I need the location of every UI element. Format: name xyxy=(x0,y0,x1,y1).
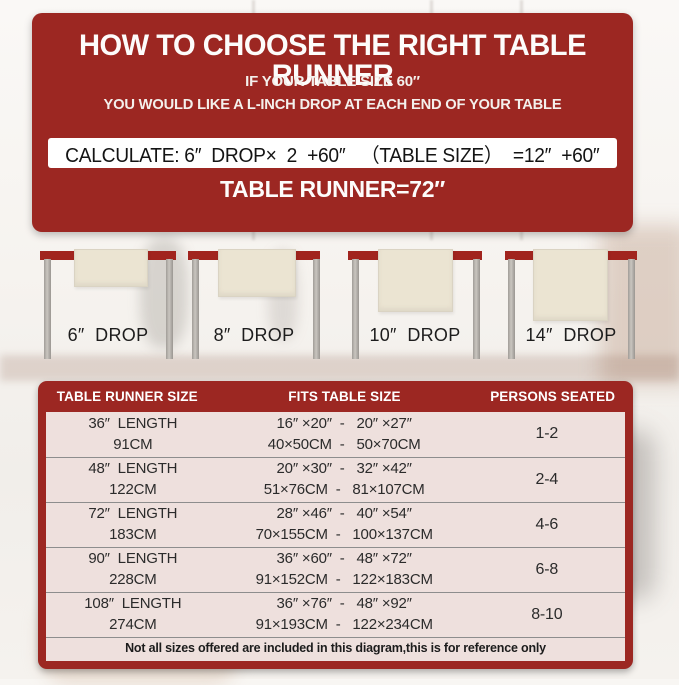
fits-table-cell: 28″ ×46″ - 40″ ×54″ 70×155CM - 100×137CM xyxy=(220,504,469,545)
fits-size-inches: 20″ ×30″ - 32″ ×42″ xyxy=(276,460,412,478)
fits-size-cm: 40×50CM - 50×70CM xyxy=(267,435,421,453)
persons-seated-cell: 4-6 xyxy=(535,515,559,533)
table-row: 72″ LENGTH 183CM 28″ ×46″ - 40″ ×54″ 70×… xyxy=(46,502,625,547)
table-runner-cloth xyxy=(218,249,296,297)
calculation-result: TABLE RUNNER=72″ xyxy=(220,176,445,202)
fits-size-cm: 51×76CM - 81×107CM xyxy=(263,481,425,498)
size-chart-header: TABLE RUNNER SIZE FITS TABLE SIZE PERSON… xyxy=(38,381,633,412)
drop-label: 8″ DROP xyxy=(213,325,295,345)
runner-size-inches: 36″ LENGTH xyxy=(88,414,178,432)
calculation-formula: CALCULATE: 6″ DROP× 2 +60″ （TABLE SIZE） … xyxy=(65,144,600,167)
table-leg xyxy=(508,259,515,359)
drop-label: 6″ DROP xyxy=(67,325,149,345)
subtitle-line-1: IF YOUR TABLE SIZE 60″ xyxy=(245,73,420,90)
column-header-runner-size: TABLE RUNNER SIZE xyxy=(56,389,198,404)
runner-size-cm: 122CM xyxy=(109,481,157,498)
runner-size-cell: 108″ LENGTH 274CM xyxy=(46,594,220,635)
runner-size-inches: 90″ LENGTH xyxy=(88,550,178,568)
table-leg xyxy=(352,259,359,359)
table-runner-cloth xyxy=(378,249,453,312)
table-leg xyxy=(628,259,635,359)
table-runner-cloth xyxy=(533,249,608,321)
runner-size-cm: 91CM xyxy=(113,435,153,453)
column-header-fits-table: FITS TABLE SIZE xyxy=(288,389,401,404)
size-chart: TABLE RUNNER SIZE FITS TABLE SIZE PERSON… xyxy=(38,381,633,669)
runner-size-cm: 228CM xyxy=(109,571,157,588)
background-ledge xyxy=(0,355,679,381)
size-chart-body: 36″ LENGTH 91CM 16″ ×20″ - 20″ ×27″ 40×5… xyxy=(46,412,625,661)
footnote: Not all sizes offered are included in th… xyxy=(46,637,625,657)
fits-size-inches: 16″ ×20″ - 20″ ×27″ xyxy=(276,414,412,432)
fits-table-cell: 36″ ×76″ - 48″ ×92″ 91×193CM - 122×234CM xyxy=(220,594,469,635)
persons-seated-cell: 8-10 xyxy=(531,605,563,623)
persons-seated-cell: 1-2 xyxy=(535,425,559,443)
page-title: HOW TO CHOOSE THE RIGHT TABLE RUNNER xyxy=(78,29,587,92)
fits-size-cm: 70×155CM - 100×137CM xyxy=(255,526,433,543)
fits-size-inches: 36″ ×76″ - 48″ ×92″ xyxy=(276,595,412,613)
runner-size-cm: 274CM xyxy=(109,616,157,633)
persons-seated-cell: 2-4 xyxy=(535,470,559,488)
table-leg xyxy=(313,259,320,359)
fits-table-cell: 36″ ×60″ - 48″ ×72″ 91×152CM - 122×183CM xyxy=(220,549,469,590)
fits-table-cell: 16″ ×20″ - 20″ ×27″ 40×50CM - 50×70CM xyxy=(220,414,469,455)
fits-size-inches: 28″ ×46″ - 40″ ×54″ xyxy=(276,505,412,523)
runner-size-cm: 183CM xyxy=(109,526,157,543)
table-row: 36″ LENGTH 91CM 16″ ×20″ - 20″ ×27″ 40×5… xyxy=(46,412,625,457)
column-header-persons: PERSONS SEATED xyxy=(490,389,616,404)
drop-label: 14″ DROP xyxy=(525,325,617,345)
runner-size-cell: 72″ LENGTH 183CM xyxy=(46,504,220,545)
subtitle-line-2: YOU WOULD LIKE A L-INCH DROP AT EACH END… xyxy=(103,96,562,113)
drop-label: 10″ DROP xyxy=(369,325,461,345)
persons-seated-cell: 6-8 xyxy=(535,560,559,578)
table-leg xyxy=(473,259,480,359)
fits-size-cm: 91×193CM - 122×234CM xyxy=(255,616,433,633)
runner-size-cell: 90″ LENGTH 228CM xyxy=(46,549,220,590)
table-runner-cloth xyxy=(74,249,148,287)
table-row: 90″ LENGTH 228CM 36″ ×60″ - 48″ ×72″ 91×… xyxy=(46,547,625,592)
table-leg xyxy=(192,259,199,359)
table-row: 48″ LENGTH 122CM 20″ ×30″ - 32″ ×42″ 51×… xyxy=(46,457,625,502)
runner-size-cell: 48″ LENGTH 122CM xyxy=(46,459,220,500)
fits-size-inches: 36″ ×60″ - 48″ ×72″ xyxy=(276,550,412,568)
header-card: HOW TO CHOOSE THE RIGHT TABLE RUNNER IF … xyxy=(32,13,633,232)
runner-size-inches: 48″ LENGTH xyxy=(88,460,178,478)
fits-size-cm: 91×152CM - 122×183CM xyxy=(255,571,433,588)
runner-size-cell: 36″ LENGTH 91CM xyxy=(46,414,220,455)
calculation-bar: CALCULATE: 6″ DROP× 2 +60″ （TABLE SIZE） … xyxy=(48,138,617,168)
runner-size-inches: 108″ LENGTH xyxy=(84,595,182,613)
table-leg xyxy=(44,259,51,359)
table-row: 108″ LENGTH 274CM 36″ ×76″ - 48″ ×92″ 91… xyxy=(46,592,625,637)
fits-table-cell: 20″ ×30″ - 32″ ×42″ 51×76CM - 81×107CM xyxy=(220,459,469,500)
table-leg xyxy=(166,259,173,359)
runner-size-inches: 72″ LENGTH xyxy=(88,505,178,523)
